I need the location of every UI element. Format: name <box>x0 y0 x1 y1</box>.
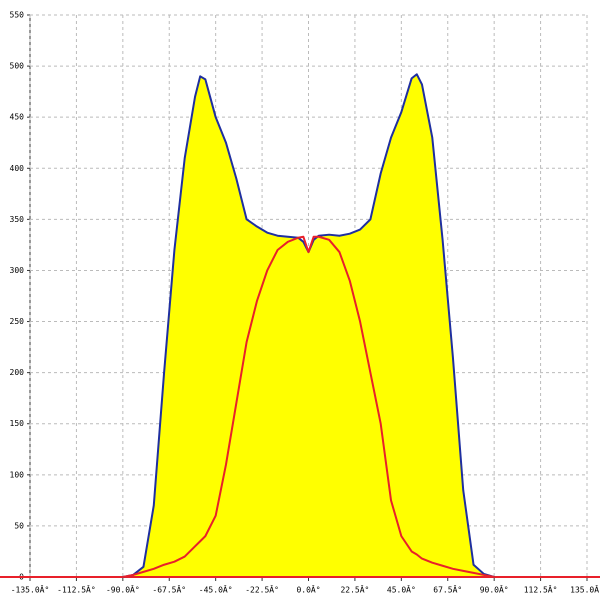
y-tick-label: 100 <box>10 470 25 479</box>
x-tick-label: 67.5Â° <box>433 584 462 595</box>
y-tick-label: 300 <box>10 266 25 275</box>
x-tick-label: 0.0Â° <box>296 584 320 595</box>
x-tick-label: -112.5Â° <box>57 584 96 595</box>
y-tick-label: 50 <box>14 521 24 530</box>
x-tick-label: -22.5Â° <box>245 584 279 595</box>
y-tick-label: 450 <box>10 113 25 122</box>
x-tick-label: 112.5Â° <box>524 584 558 595</box>
x-tick-label: -67.5Â° <box>152 584 186 595</box>
y-tick-label: 200 <box>10 368 25 377</box>
line <box>122 235 495 578</box>
y-tick-label: 550 <box>10 11 25 20</box>
y-tick-label: 250 <box>10 317 25 326</box>
x-tick-label: -135.0Â° <box>11 584 50 595</box>
x-tick-label: 22.5Â° <box>340 584 369 595</box>
x-tick-label: 90.0Â° <box>480 584 509 595</box>
y-tick-label: 150 <box>10 419 25 428</box>
x-tick-label: -90.0Â° <box>106 584 140 595</box>
area <box>122 74 495 578</box>
x-tick-label: 45.0Â° <box>387 584 416 595</box>
x-tick-label: -45.0Â° <box>199 584 233 595</box>
y-tick-label: 500 <box>10 62 25 71</box>
y-tick-label: 350 <box>10 215 25 224</box>
x-tick-label: 135.0Â° <box>570 584 600 595</box>
y-tick-label: 400 <box>10 164 25 173</box>
